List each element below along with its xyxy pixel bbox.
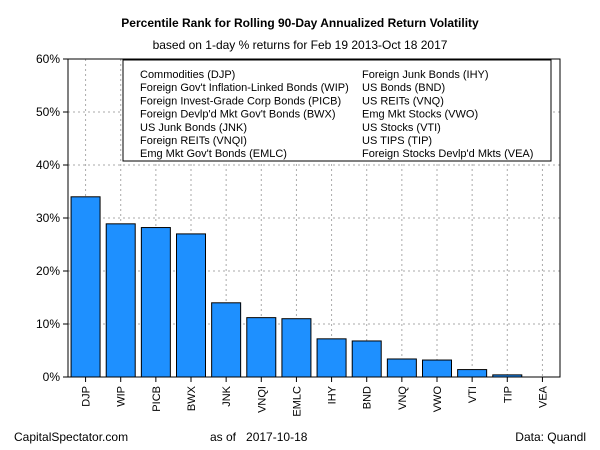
legend-entry: Foreign Junk Bonds (IHY) (362, 69, 489, 81)
chart-subtitle: based on 1-day % returns for Feb 19 2013… (153, 38, 448, 52)
legend-entry: Foreign Gov't Inflation-Linked Bonds (WI… (140, 82, 349, 94)
legend-entry: Foreign REITs (VNQI) (140, 135, 247, 147)
x-tick-label-ihy: IHY (327, 385, 339, 404)
y-tick-label: 20% (36, 264, 60, 278)
as-of-date: 2017-10-18 (246, 430, 308, 444)
legend-entry: Foreign Devlp'd Mkt Gov't Bonds (BWX) (140, 109, 336, 121)
x-tick-label-bwx: BWX (186, 385, 198, 411)
bar-bnd (351, 340, 382, 378)
x-tick-label-djp: DJP (81, 386, 93, 407)
legend-box (122, 59, 552, 162)
x-tick-label-vti: VTI (467, 386, 479, 403)
legend-entry: Commodities (DJP) (140, 69, 235, 81)
bar-jnk (211, 302, 242, 378)
legend-entry: US Bonds (BND) (362, 82, 445, 94)
x-tick-label-picb: PICB (151, 386, 163, 412)
x-tick-label-vwo: VWO (432, 386, 444, 413)
legend-entry: Foreign Stocks Devlp'd Mkts (VEA) (362, 148, 533, 160)
legend: Commodities (DJP)Foreign Gov't Inflation… (122, 59, 552, 162)
footer-source: CapitalSpectator.com (14, 430, 129, 444)
legend-entry: Emg Mkt Stocks (VWO) (362, 109, 478, 121)
x-tick-label-vnqi: VNQI (256, 386, 268, 413)
bar-vnq (386, 358, 417, 378)
legend-entry: US Junk Bonds (JNK) (140, 122, 247, 134)
bar-picb (140, 227, 171, 378)
y-tick-label: 40% (36, 158, 60, 172)
bar-bwx (176, 233, 206, 378)
as-of-label: as of (210, 430, 237, 444)
footer-data-credit: Data: Quandl (515, 430, 586, 444)
legend-entry: Emg Mkt Gov't Bonds (EMLC) (140, 148, 287, 160)
x-tick-label-bnd: BND (362, 386, 374, 409)
y-tick-label: 30% (36, 211, 60, 225)
y-tick-label: 10% (36, 317, 60, 331)
bar-djp (70, 196, 101, 378)
footer-as-of: as of 2017-10-18 (210, 430, 307, 444)
x-tick-label-vnq: VNQ (397, 386, 409, 410)
y-tick-label: 0% (43, 370, 61, 384)
chart-title: Percentile Rank for Rolling 90-Day Annua… (121, 16, 479, 30)
bar-wip (105, 223, 136, 378)
y-tick-label: 50% (36, 105, 60, 119)
bar-vti (457, 369, 488, 378)
bar-vnqi (246, 317, 277, 378)
axes: 0%10%20%30%40%50%60%DJP WIP PICB BWX JNK VNQI… (36, 52, 561, 417)
bar-ihy (316, 338, 347, 378)
legend-entry: US TIPS (TIP) (362, 135, 432, 147)
legend-entry: US REITs (VNQ) (362, 95, 444, 107)
y-tick-label: 60% (36, 52, 60, 66)
x-tick-label-emlc: EMLC (291, 386, 303, 417)
x-tick-label-vea: VEA (537, 385, 549, 408)
x-tick-label-tip: TIP (502, 386, 514, 403)
bar-emlc (281, 318, 312, 378)
x-tick-label-wip: WIP (116, 386, 128, 407)
legend-entry: Foreign Invest-Grade Corp Bonds (PICB) (140, 95, 341, 107)
bar-series (70, 196, 523, 378)
legend-entry: US Stocks (VTI) (362, 122, 441, 134)
bar-vwo (422, 359, 452, 378)
x-tick-label-jnk: JNK (221, 385, 233, 406)
